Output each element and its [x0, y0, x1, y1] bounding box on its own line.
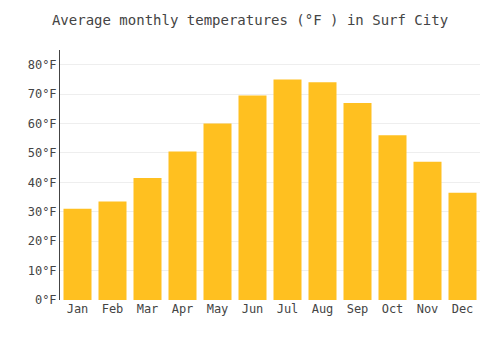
svg-text:Jun: Jun — [242, 302, 264, 316]
svg-text:40°F: 40°F — [28, 176, 57, 190]
svg-text:Dec: Dec — [452, 302, 474, 316]
svg-text:Feb: Feb — [102, 302, 124, 316]
svg-text:0°F: 0°F — [35, 293, 57, 307]
svg-text:50°F: 50°F — [28, 146, 57, 160]
svg-text:70°F: 70°F — [28, 87, 57, 101]
svg-text:Average monthly temperatures (: Average monthly temperatures (°F ) in Su… — [52, 12, 448, 28]
svg-text:Aug: Aug — [312, 302, 334, 316]
svg-text:30°F: 30°F — [28, 205, 57, 219]
svg-text:80°F: 80°F — [28, 58, 57, 72]
svg-text:Sep: Sep — [347, 302, 369, 316]
svg-text:10°F: 10°F — [28, 264, 57, 278]
svg-text:Jan: Jan — [67, 302, 89, 316]
svg-text:Apr: Apr — [172, 302, 194, 316]
svg-text:May: May — [207, 302, 229, 316]
svg-text:20°F: 20°F — [28, 234, 57, 248]
svg-text:60°F: 60°F — [28, 117, 57, 131]
svg-text:Jul: Jul — [277, 302, 299, 316]
svg-text:Nov: Nov — [417, 302, 439, 316]
svg-text:Oct: Oct — [382, 302, 404, 316]
svg-text:Mar: Mar — [137, 302, 159, 316]
